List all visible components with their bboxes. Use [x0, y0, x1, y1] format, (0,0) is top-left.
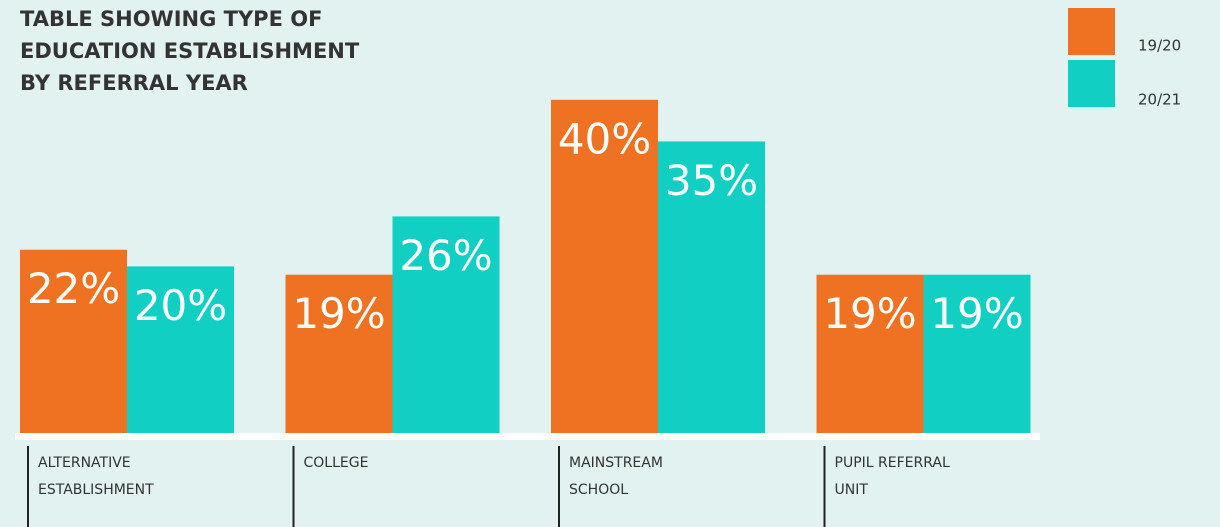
legend-swatch	[1068, 60, 1115, 107]
data-label: 22%	[27, 264, 120, 313]
x-tick-label: UNIT	[835, 482, 869, 498]
bar	[923, 274, 1031, 433]
legend-label: 19/20	[1138, 37, 1181, 55]
x-tick-label: COLLEGE	[304, 455, 369, 471]
data-label: 19%	[823, 289, 916, 338]
x-tick-label: ESTABLISHMENT	[38, 482, 154, 498]
bar	[285, 274, 393, 433]
data-label: 20%	[134, 281, 227, 330]
data-label: 35%	[665, 156, 758, 205]
chart-title: EDUCATION ESTABLISHMENT	[20, 39, 360, 63]
data-label: 26%	[399, 231, 492, 280]
data-label: 40%	[558, 114, 651, 163]
chart-title: BY REFERRAL YEAR	[20, 71, 248, 95]
bar	[551, 99, 658, 434]
bar	[20, 249, 127, 433]
data-label: 19%	[930, 289, 1023, 338]
x-tick-label: SCHOOL	[569, 482, 628, 498]
bar	[816, 274, 924, 433]
x-tick-label: ALTERNATIVE	[38, 455, 131, 471]
baseline	[15, 433, 1040, 440]
x-tick-label: MAINSTREAM	[569, 455, 663, 471]
bar	[392, 216, 500, 433]
legend-swatch	[1068, 8, 1115, 55]
x-tick-label: PUPIL REFERRAL	[835, 455, 950, 471]
data-label: 19%	[292, 289, 385, 338]
chart-title: TABLE SHOWING TYPE OF	[20, 7, 322, 31]
bar	[127, 266, 234, 433]
bar	[658, 141, 765, 433]
legend-label: 20/21	[1138, 91, 1181, 109]
